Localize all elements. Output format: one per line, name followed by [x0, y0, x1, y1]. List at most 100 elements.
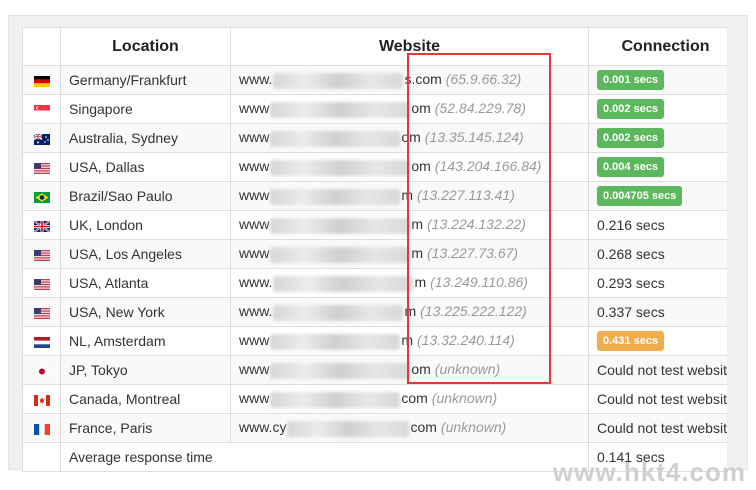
ip-address: (52.84.229.78) — [434, 100, 526, 117]
connection-time: Could not test website — [597, 420, 727, 436]
location-cell: USA, Dallas — [60, 152, 231, 182]
connection-time-badge: 0.004705 secs — [597, 186, 683, 206]
website-cell: www m (13.227.113.41) — [230, 181, 589, 211]
ip-address: (13.32.240.114) — [417, 332, 515, 349]
redacted-domain — [273, 72, 404, 89]
connection-cell: Could not test website — [588, 355, 727, 385]
flag-singapore-icon — [33, 101, 50, 117]
connection-time: 0.337 secs — [597, 304, 665, 320]
redacted-domain — [270, 333, 401, 350]
location-cell: NL, Amsterdam — [60, 326, 231, 356]
location-header: Location — [60, 27, 231, 66]
website-cell: www.cy com (unknown) — [230, 413, 589, 443]
connection-cell: Could not test website — [588, 413, 727, 443]
website-suffix: m — [414, 274, 427, 291]
table-header-row: Location Website Connection — [22, 27, 727, 66]
connection-time-badge: 0.002 secs — [597, 99, 665, 119]
website-cell: www om (143.204.166.84) — [230, 152, 589, 182]
location-cell: France, Paris — [60, 413, 231, 443]
flag-cell — [22, 123, 61, 153]
connection-cell: 0.337 secs — [588, 297, 727, 327]
table-row: USA, Dallas www om (143.204.166.84) 0.004 se… — [22, 152, 727, 182]
website-prefix: www — [239, 100, 270, 117]
average-label: Average response time — [60, 442, 589, 472]
redacted-domain — [270, 188, 401, 205]
website-suffix: m — [404, 303, 417, 320]
location-cell: JP, Tokyo — [60, 355, 231, 385]
website-cell: www. m (13.225.222.122) — [230, 297, 589, 327]
connection-header: Connection — [588, 27, 727, 66]
flag-cell — [22, 181, 61, 211]
website-suffix: com — [410, 419, 437, 436]
connection-time: Could not test website — [597, 362, 727, 378]
website-prefix: www — [239, 129, 270, 146]
connection-cell: 0.216 secs — [588, 210, 727, 240]
website-prefix: www — [239, 390, 270, 407]
location-cell: Brazil/Sao Paulo — [60, 181, 231, 211]
results-table-container: Location Website Connection Germany/Fran… — [22, 27, 727, 473]
website-prefix: www. — [239, 303, 273, 320]
website-cell: www om (52.84.229.78) — [230, 94, 589, 124]
website-prefix: www — [239, 216, 270, 233]
results-table: Location Website Connection Germany/Fran… — [22, 27, 727, 472]
website-cell: www om (13.35.145.124) — [230, 123, 589, 153]
connection-time: 0.293 secs — [597, 275, 665, 291]
connection-cell: 0.002 secs — [588, 94, 727, 124]
flag-usa-icon — [33, 246, 50, 262]
table-row: Canada, Montreal www com (unknown) Could not… — [22, 384, 727, 414]
connection-time: Could not test website — [597, 391, 727, 407]
flag-cell — [22, 239, 61, 269]
location-cell: USA, New York — [60, 297, 231, 327]
flag-cell — [22, 326, 61, 356]
website-prefix: www — [239, 158, 270, 175]
redacted-domain — [273, 304, 404, 321]
average-value: 0.141 secs — [588, 442, 727, 472]
ip-address: (13.35.145.124) — [424, 129, 524, 146]
website-cell: www. s.com (65.9.66.32) — [230, 65, 589, 95]
flag-cell — [22, 210, 61, 240]
redacted-domain — [270, 130, 401, 147]
connection-cell: 0.004705 secs — [588, 181, 727, 211]
flag-cell — [22, 355, 61, 385]
redacted-domain — [270, 101, 411, 118]
location-cell: UK, London — [60, 210, 231, 240]
connection-time-badge: 0.004 secs — [597, 157, 665, 177]
website-prefix: www — [239, 332, 270, 349]
flag-header — [22, 27, 61, 66]
website-suffix: m — [401, 187, 414, 204]
table-row: JP, Tokyo www om (unknown) Could not test we… — [22, 355, 727, 385]
redacted-domain — [273, 275, 414, 292]
flag-france-icon — [33, 420, 50, 436]
table-row: France, Paris www.cy com (unknown) Could not… — [22, 413, 727, 443]
connection-cell: Could not test website — [588, 384, 727, 414]
website-suffix: om — [411, 158, 431, 175]
ip-address: (65.9.66.32) — [445, 71, 522, 88]
website-cell: www om (unknown) — [230, 355, 589, 385]
website-prefix: www. — [239, 71, 273, 88]
table-row: Singapore www om (52.84.229.78) 0.002 secs — [22, 94, 727, 124]
location-cell: Canada, Montreal — [60, 384, 231, 414]
flag-netherlands-icon — [33, 333, 50, 349]
connection-cell: 0.001 secs — [588, 65, 727, 95]
ip-address: (13.227.113.41) — [417, 187, 515, 204]
flag-cell — [22, 65, 61, 95]
redacted-domain — [270, 159, 411, 176]
average-row: Average response time 0.141 secs — [22, 442, 727, 472]
connection-cell: 0.004 secs — [588, 152, 727, 182]
connection-time-badge: 0.431 secs — [597, 331, 665, 351]
flag-cell — [22, 442, 61, 472]
flag-cell — [22, 268, 61, 298]
website-prefix: www — [239, 187, 270, 204]
table-row: USA, New York www. m (13.225.222.122) 0.337 … — [22, 297, 727, 327]
website-suffix: com — [401, 390, 428, 407]
ip-address: (13.224.132.22) — [427, 216, 526, 233]
ip-address: (unknown) — [440, 419, 507, 436]
website-cell: www com (unknown) — [230, 384, 589, 414]
website-suffix: om — [411, 100, 431, 117]
website-cell: www m (13.227.73.67) — [230, 239, 589, 269]
connection-cell: 0.002 secs — [588, 123, 727, 153]
flag-cell — [22, 297, 61, 327]
website-cell: www m (13.32.240.114) — [230, 326, 589, 356]
ip-address: (13.225.222.122) — [420, 303, 527, 320]
website-prefix: www — [239, 245, 270, 262]
